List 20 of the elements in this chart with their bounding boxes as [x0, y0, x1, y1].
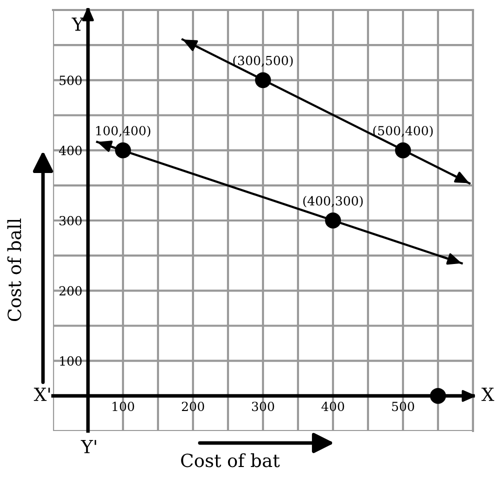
y-tick-label: 200: [59, 286, 82, 296]
x-tick-label: 300: [252, 402, 274, 412]
annotation: (500,400): [373, 126, 433, 138]
y-axis-title: Cost of ball: [7, 218, 22, 322]
y-tick-label: 300: [60, 216, 82, 226]
x-tick-label: 400: [321, 402, 344, 412]
annotation: (300,500): [233, 56, 293, 68]
annotation: 100,400): [96, 126, 150, 138]
x-tick-label: 500: [392, 402, 414, 412]
y-tick-label: 100: [60, 356, 82, 366]
y-tick-label: 400: [58, 146, 82, 156]
text: X': [34, 388, 50, 401]
y-tick-label: 500: [60, 76, 82, 86]
text: Y': [80, 440, 96, 454]
x-tick-label: 200: [182, 402, 204, 412]
x-tick-label: 100: [112, 402, 134, 412]
x-axis-title: Cost of bat: [181, 453, 280, 468]
annotation: (400,300): [303, 196, 363, 208]
text: X: [482, 388, 494, 401]
annotation: Y: [72, 18, 84, 31]
